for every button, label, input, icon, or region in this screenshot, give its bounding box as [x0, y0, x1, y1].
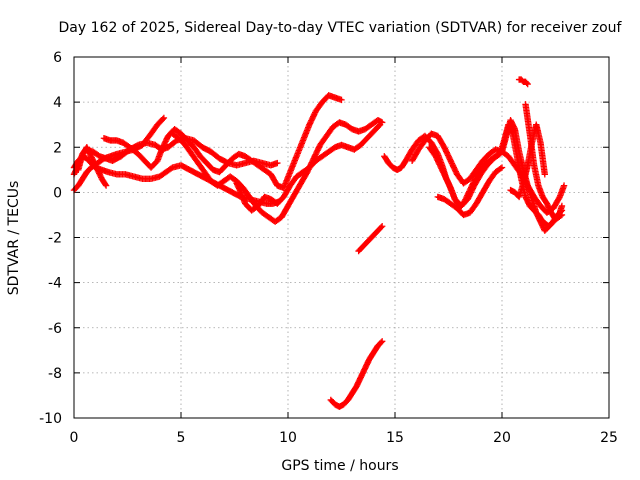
data-point	[160, 114, 168, 122]
data-point	[377, 224, 385, 231]
series-track-o	[515, 76, 531, 88]
y-tick-label: 4	[53, 95, 62, 111]
series-track-g	[233, 121, 384, 214]
data-points	[70, 76, 568, 410]
x-tick-label: 0	[70, 430, 79, 446]
x-tick-label: 25	[600, 430, 618, 446]
data-point	[338, 96, 345, 104]
y-tick-label: 2	[53, 140, 62, 156]
y-tick-label: -8	[48, 366, 62, 382]
series-track-h	[327, 338, 386, 410]
x-axis-label: GPS time / hours	[281, 458, 398, 474]
series-track-d	[75, 144, 110, 189]
data-point	[560, 182, 568, 189]
series-track-e	[100, 92, 345, 192]
data-point	[378, 338, 386, 345]
data-point	[102, 182, 110, 189]
data-point	[541, 171, 548, 178]
y-tick-label: -4	[48, 276, 62, 292]
data-point	[498, 164, 506, 171]
x-tick-label: 15	[386, 430, 404, 446]
y-axis-label: SDTVAR / TECUs	[6, 181, 22, 296]
data-point	[558, 202, 566, 210]
x-tick-label: 20	[493, 430, 511, 446]
data-point	[102, 181, 109, 188]
plot-frame	[73, 56, 610, 419]
data-point	[497, 165, 504, 172]
series-track-l	[426, 121, 566, 230]
y-tick-label: -2	[48, 231, 62, 247]
series-track-m	[434, 164, 506, 219]
x-tick-label: 5	[177, 430, 186, 446]
series-track-f	[169, 116, 386, 225]
x-tick-label: 10	[279, 430, 297, 446]
series-track-i	[355, 223, 386, 255]
data-point	[376, 121, 384, 128]
axis-tick-labels: 0 5 10 15 20 25 -10 -8 -6 -4 -2 0 2 4 6	[39, 50, 618, 446]
data-point	[524, 80, 531, 88]
data-point	[378, 223, 386, 230]
y-tick-label: -10	[39, 411, 62, 427]
y-tick-label: 6	[53, 50, 62, 66]
data-point	[159, 115, 167, 123]
data-point	[375, 122, 383, 130]
chart-title: Day 162 of 2025, Sidereal Day-to-day VTE…	[59, 20, 623, 36]
data-point	[523, 79, 530, 87]
data-point	[377, 339, 385, 346]
data-point	[274, 159, 281, 167]
y-tick-label: 0	[53, 185, 62, 201]
series-track-p	[522, 101, 566, 223]
y-tick-label: -6	[48, 321, 62, 337]
